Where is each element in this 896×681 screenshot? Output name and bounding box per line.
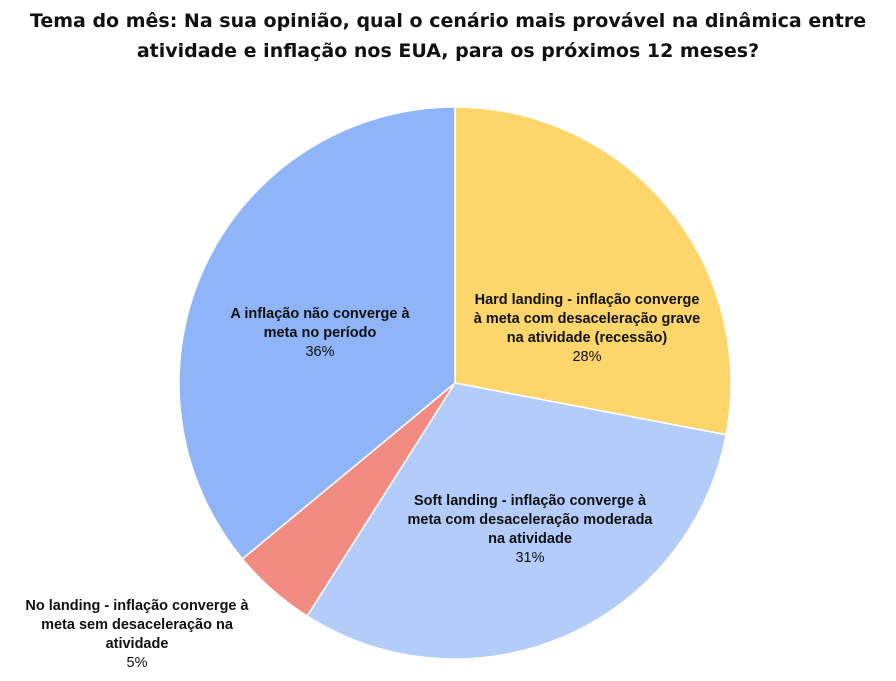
slice-no-landing-label-line: atividade [106,636,169,652]
slice-no-landing-label-line: meta sem desaceleração na [41,617,234,633]
chart-title: Tema do mês: Na sua opinião, qual o cená… [0,6,896,66]
slice-hard-landing-label-line: à meta com desaceleração grave [474,311,701,327]
chart-title-line-2: atividade e inflação nos EUA, para os pr… [136,40,760,62]
slice-soft-landing-label-line: meta com desaceleração moderada [407,512,653,528]
slice-no-convergence-value-label: 36% [305,344,334,360]
slice-hard-landing-label-line: Hard landing - inflação converge [475,292,700,308]
slice-no-landing-label: No landing - inflação converge à meta sem… [25,598,249,671]
slice-no-convergence-label-line: meta no período [264,325,377,341]
chart-title-line-1: Tema do mês: Na sua opinião, qual o cená… [29,10,867,32]
slice-soft-landing-label-line: Soft landing - inflação converge à [414,493,647,509]
slice-no-convergence-label-line: A inflação não converge à [230,306,410,322]
slice-soft-landing-label-line: na atividade [488,531,572,547]
slice-no-convergence [178,106,456,560]
slice-soft-landing-label: Soft landing - inflação converge à meta c… [407,493,653,566]
slice-no-landing-label-line: No landing - inflação converge à [25,598,249,614]
slice-no-landing-value-label: 5% [127,655,148,671]
slice-hard-landing [454,106,732,436]
slice-no-convergence-label: A inflação não converge à meta no período… [230,306,410,360]
slice-hard-landing-label: Hard landing - inflação converge à meta c… [474,292,701,365]
slice-hard-landing-value-label: 28% [572,349,601,365]
slice-soft-landing-value-label: 31% [515,550,544,566]
slice-hard-landing-label-line: na atividade (recessão) [507,330,668,346]
